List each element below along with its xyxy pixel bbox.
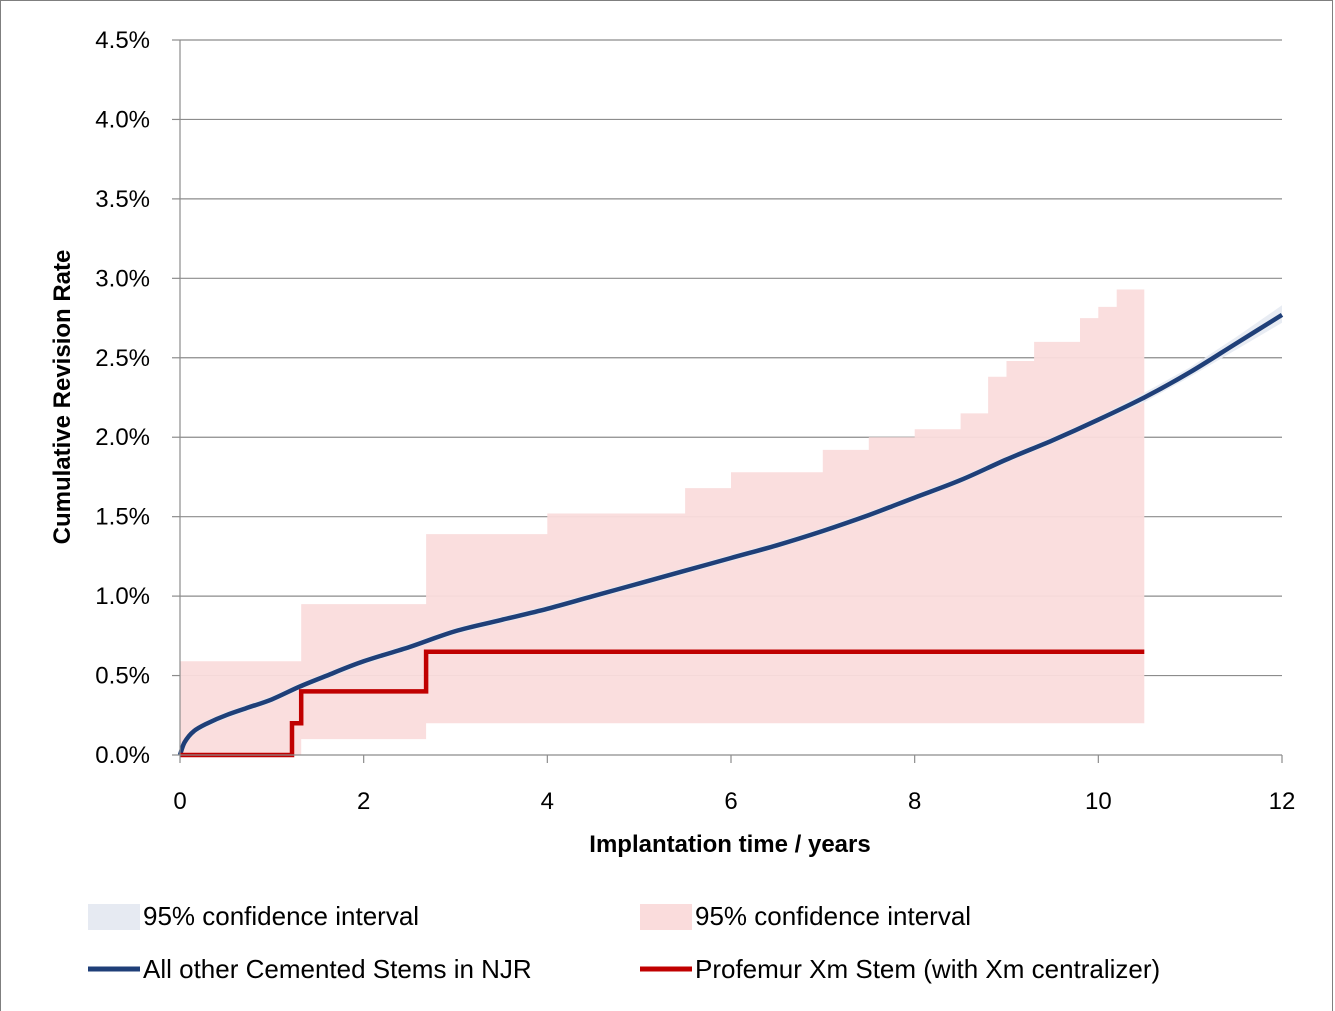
- y-tick-label: 2.5%: [95, 345, 150, 372]
- x-tick-label: 0: [173, 788, 186, 815]
- legend-label: All other Cemented Stems in NJR: [143, 954, 532, 984]
- y-tick-label: 3.0%: [95, 265, 150, 292]
- y-tick-label: 0.5%: [95, 663, 150, 690]
- series-lines: [177, 312, 1284, 758]
- legend-label: Profemur Xm Stem (with Xm centralizer): [695, 954, 1160, 984]
- x-tick-label: 10: [1085, 788, 1112, 815]
- legend-swatch-area: [88, 904, 140, 930]
- y-tick-label: 0.0%: [95, 742, 150, 769]
- x-tick-label: 2: [357, 788, 370, 815]
- y-tick-label: 4.5%: [95, 27, 150, 54]
- y-tick-label: 4.0%: [95, 106, 150, 133]
- confidence-bands: [180, 289, 1282, 755]
- x-tick-label: 4: [541, 788, 554, 815]
- y-axis-title: Cumulative Revision Rate: [49, 250, 76, 545]
- tick-labels: 0.0% 0.5% 1.0% 1.5% 2.0% 2.5% 3.0% 3.5% 4.0% 4.5%…: [95, 27, 1295, 815]
- y-tick-label: 1.5%: [95, 504, 150, 531]
- y-tick-label: 2.0%: [95, 424, 150, 451]
- profemur-series-line: [180, 649, 1145, 758]
- x-tick-label: 12: [1269, 788, 1296, 815]
- legend-swatch-area: [640, 904, 692, 930]
- x-axis-title: Implantation time / years: [589, 831, 870, 858]
- legend: 95% confidence interval 95% confidence in…: [88, 901, 1160, 984]
- njr-series-line: [177, 312, 1284, 756]
- axes: [172, 39, 1283, 763]
- x-tick-label: 6: [724, 788, 737, 815]
- x-tick-label: 8: [908, 788, 921, 815]
- y-tick-label: 1.0%: [95, 583, 150, 610]
- profemur-ci-band: [180, 289, 1145, 755]
- y-tick-label: 3.5%: [95, 186, 150, 213]
- legend-label: 95% confidence interval: [143, 901, 419, 931]
- legend-label: 95% confidence interval: [695, 901, 971, 931]
